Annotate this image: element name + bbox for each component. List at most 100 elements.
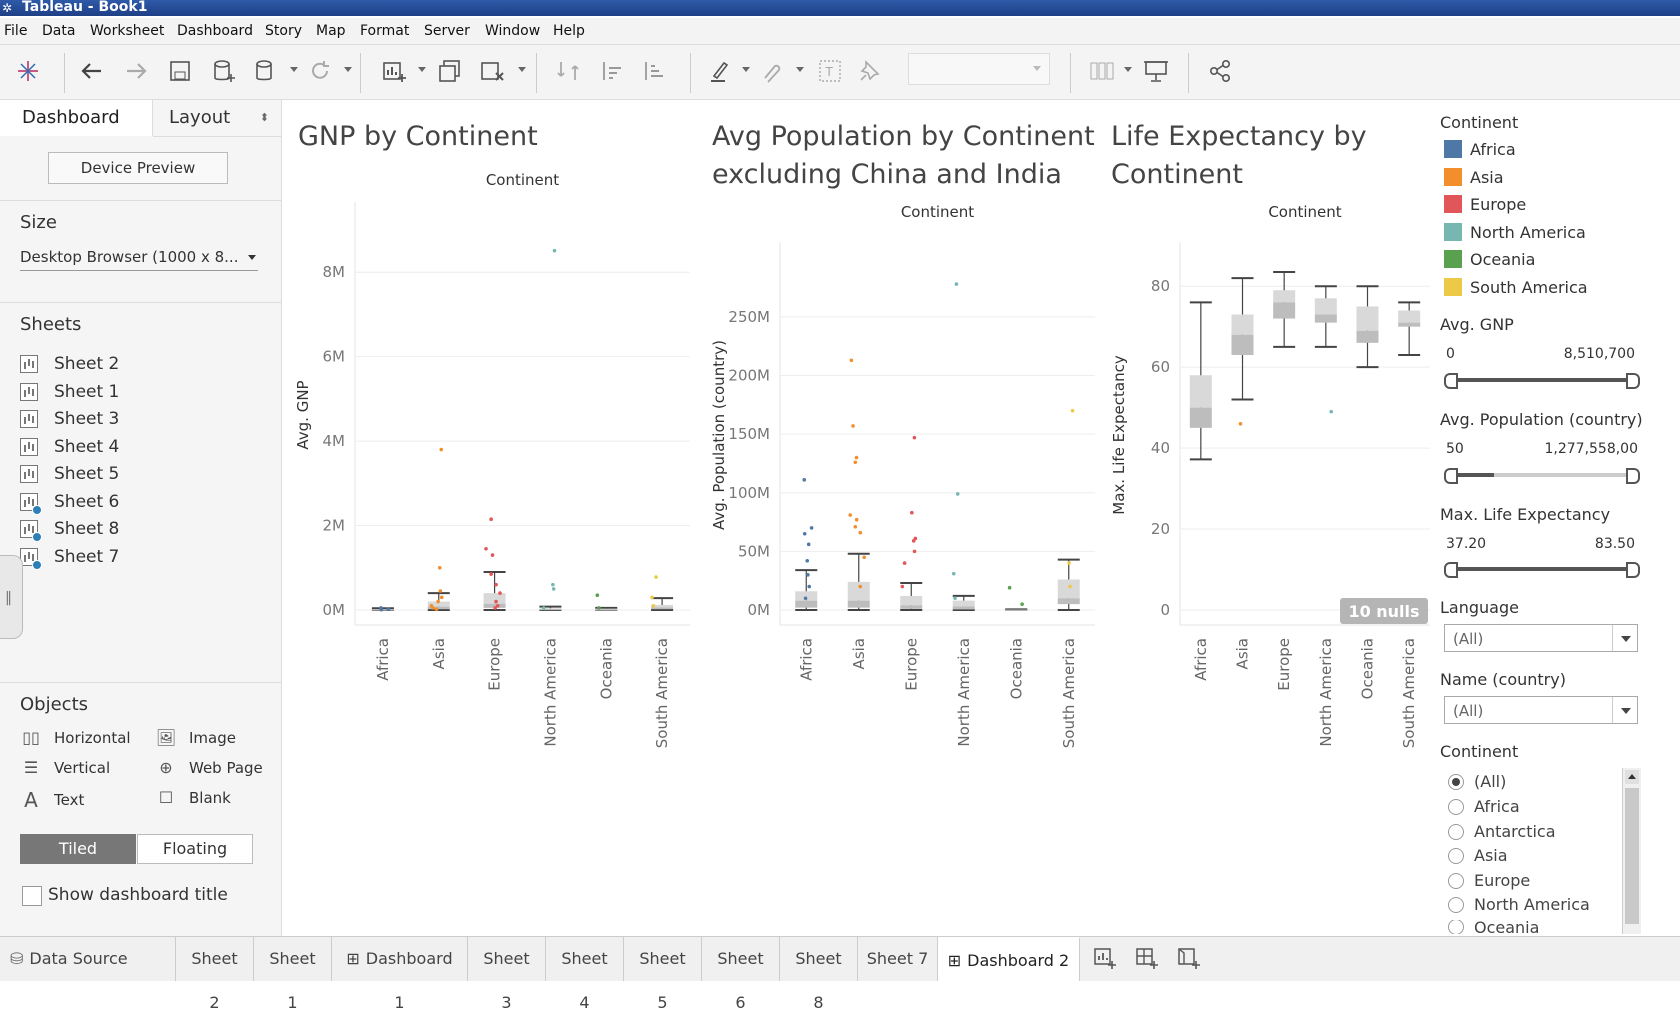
new-worksheet-tab-icon[interactable]	[1092, 945, 1120, 973]
redo-icon[interactable]	[122, 57, 150, 85]
gnp-chart[interactable]: Continent 0M 2M 4M 6M 8M Avg. GNP Africa Asia Eur…	[290, 165, 700, 815]
tab-sheet-4[interactable]: Sheet 4	[546, 937, 624, 1012]
life-slider-track[interactable]	[1450, 567, 1632, 571]
new-story-tab-icon[interactable]	[1176, 945, 1204, 973]
gnp-slider-handle-min[interactable]	[1444, 373, 1458, 389]
menu-worksheet[interactable]: Worksheet	[90, 23, 165, 39]
continent-option-asia[interactable]: Asia	[1448, 846, 1508, 865]
menu-map[interactable]: Map	[316, 23, 346, 39]
sheet-item-sheet-7[interactable]: Sheet 7	[20, 545, 119, 570]
new-data-source-icon[interactable]	[210, 57, 238, 85]
pause-updates-icon[interactable]	[252, 57, 280, 85]
sheet-item-sheet-6[interactable]: Sheet 6	[20, 490, 119, 515]
name-filter-dropdown[interactable]: (All)	[1444, 696, 1638, 724]
menu-file[interactable]: File	[4, 23, 28, 39]
sheet-item-sheet-2[interactable]: Sheet 2	[20, 352, 119, 376]
fit-dropdown[interactable]	[908, 53, 1050, 85]
menu-format[interactable]: Format	[360, 23, 410, 39]
sheet-item-sheet-3[interactable]: Sheet 3	[20, 407, 119, 431]
object-text[interactable]: A Text	[20, 788, 84, 812]
show-cards-icon[interactable]	[1088, 57, 1116, 85]
show-mark-labels-icon[interactable]: T	[816, 57, 844, 85]
tab-label: Dashboard 2	[967, 951, 1070, 970]
scroll-up-icon[interactable]	[1625, 770, 1639, 784]
menu-story[interactable]: Story	[265, 23, 302, 39]
life-slider-handle-min[interactable]	[1444, 562, 1458, 578]
duplicate-sheet-icon[interactable]	[436, 57, 464, 85]
scroll-thumb[interactable]	[1625, 788, 1639, 924]
tab-sheet-1[interactable]: Sheet 1	[254, 937, 332, 1012]
continent-option-africa[interactable]: Africa	[1448, 797, 1520, 816]
continent-option-all[interactable]: (All)	[1448, 772, 1506, 791]
legend-item-europe[interactable]: Europe	[1444, 194, 1526, 214]
object-horizontal[interactable]: ▯▯ Horizontal	[20, 728, 130, 747]
continent-option-oceania[interactable]: Oceania	[1448, 920, 1539, 934]
menu-window[interactable]: Window	[485, 23, 541, 39]
tab-dashboard[interactable]: Dashboard	[0, 100, 153, 136]
size-dropdown[interactable]: Desktop Browser (1000 x 8...	[20, 244, 258, 271]
tab-dashboard-1[interactable]: ⊞ Dashboard 1	[332, 937, 468, 1012]
tab-layout[interactable]: Layout ⬍	[153, 100, 281, 137]
continent-option-north-america[interactable]: North America	[1448, 895, 1590, 914]
tab-dashboard-2[interactable]: ⊞ Dashboard 2	[938, 937, 1080, 981]
share-icon[interactable]	[1206, 57, 1234, 85]
refresh-icon[interactable]	[306, 57, 334, 85]
save-icon[interactable]	[166, 57, 194, 85]
tab-sheet-2[interactable]: Sheet 2	[176, 937, 254, 1012]
clear-sheet-icon[interactable]	[478, 57, 506, 85]
floating-button[interactable]: Floating	[137, 834, 253, 864]
pin-icon[interactable]	[856, 57, 884, 85]
pop-slider-handle-max[interactable]	[1626, 468, 1640, 484]
undo-icon[interactable]	[78, 57, 106, 85]
life-expectancy-chart[interactable]: Continent 0 20 40 60 80 Max. Life Expectancy Af…	[1110, 205, 1440, 815]
box-upper	[952, 600, 975, 607]
highlight-icon[interactable]	[706, 57, 734, 85]
menu-dashboard[interactable]: Dashboard	[177, 23, 253, 39]
pop-slider-handle-min[interactable]	[1444, 468, 1458, 484]
legend-item-south-america[interactable]: South America	[1444, 277, 1588, 297]
swap-icon[interactable]	[554, 57, 582, 85]
tab-sheet-3[interactable]: Sheet 3	[468, 937, 546, 1012]
legend-item-asia[interactable]: Asia	[1444, 167, 1504, 187]
gnp-slider-track[interactable]	[1450, 378, 1632, 382]
tab-sheet-6[interactable]: Sheet 6	[702, 937, 780, 1012]
tiled-button[interactable]: Tiled	[20, 834, 136, 864]
continent-option-europe[interactable]: Europe	[1448, 871, 1530, 890]
legend-item-north-america[interactable]: North America	[1444, 222, 1586, 242]
object-blank[interactable]: ☐ Blank	[155, 788, 231, 807]
pane-collapse-handle[interactable]: ‖	[0, 555, 23, 639]
tab-data-source[interactable]: ⛁ Data Source	[0, 937, 176, 981]
legend-item-oceania[interactable]: Oceania	[1444, 249, 1535, 269]
sheet-item-sheet-5[interactable]: Sheet 5	[20, 462, 119, 486]
tableau-home-icon[interactable]	[14, 57, 42, 85]
show-title-checkbox[interactable]	[22, 886, 42, 906]
continent-option-antarctica[interactable]: Antarctica	[1448, 822, 1556, 841]
object-vertical[interactable]: ☰ Vertical	[20, 758, 110, 777]
menu-data[interactable]: Data	[42, 23, 76, 39]
language-filter-dropdown[interactable]: (All)	[1444, 624, 1638, 652]
pop-slider-track[interactable]	[1450, 473, 1632, 477]
new-worksheet-icon[interactable]	[380, 57, 408, 85]
presentation-mode-icon[interactable]	[1142, 57, 1170, 85]
tab-sheet-7[interactable]: Sheet 7	[858, 937, 938, 981]
legend-item-africa[interactable]: Africa	[1444, 139, 1516, 159]
y-tick-label: 0M	[323, 601, 346, 619]
sheet-item-sheet-1[interactable]: Sheet 1	[20, 380, 119, 404]
sheet-item-sheet-8[interactable]: Sheet 8	[20, 517, 119, 542]
group-members-icon[interactable]	[756, 57, 784, 85]
continent-list-scrollbar[interactable]	[1622, 768, 1641, 934]
tab-sheet-5[interactable]: Sheet 5	[624, 937, 702, 1012]
sort-descending-icon[interactable]	[640, 57, 668, 85]
sort-ascending-icon[interactable]	[598, 57, 626, 85]
new-dashboard-tab-icon[interactable]	[1134, 945, 1162, 973]
gnp-slider-handle-max[interactable]	[1626, 373, 1640, 389]
life-slider-handle-max[interactable]	[1626, 562, 1640, 578]
object-image[interactable]: 🖼 Image	[155, 728, 236, 747]
tab-sheet-8[interactable]: Sheet 8	[780, 937, 858, 1012]
menu-server[interactable]: Server	[424, 23, 470, 39]
object-web-page[interactable]: ⊕ Web Page	[155, 758, 263, 777]
menu-help[interactable]: Help	[553, 23, 585, 39]
device-preview-button[interactable]: Device Preview	[48, 152, 228, 184]
sheet-item-sheet-4[interactable]: Sheet 4	[20, 435, 119, 459]
